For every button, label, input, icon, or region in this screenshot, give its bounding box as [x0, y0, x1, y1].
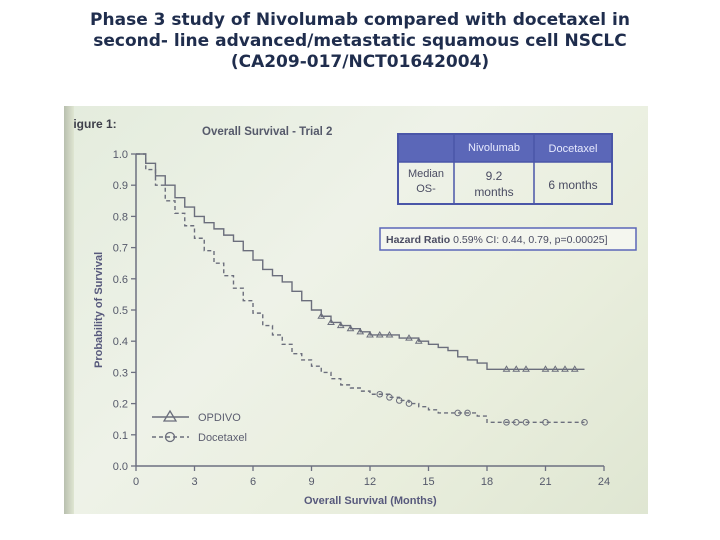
censor-mark-docetaxel [542, 419, 549, 426]
median-table-header-doce [534, 134, 612, 162]
censor-mark-opdivo [561, 365, 569, 372]
slide-photo: Figure 1: Overall Survival - Trial 2 0.0… [64, 106, 648, 514]
legend-opdivo-marker [162, 409, 178, 422]
x-tick-label: 24 [598, 476, 610, 488]
x-tick-label: 15 [422, 476, 434, 488]
y-tick-label: 0.7 [113, 243, 128, 255]
median-table: Nivolumab Docetaxel Median OS- 9.2 month… [397, 133, 613, 205]
x-axis-label: Overall Survival (Months) [304, 495, 437, 507]
y-tick-label: 0.5 [113, 305, 128, 317]
censor-mark-opdivo [356, 327, 365, 335]
x-tick-label: 6 [250, 476, 256, 488]
y-tick-label: 0.9 [113, 180, 128, 192]
figure-label: Figure 1: [66, 117, 117, 131]
slide-title-line-3: (CA209-017/NCT01642004) [230, 52, 490, 72]
median-nivolumab-value-1: 9.2 [486, 169, 503, 183]
series-opdivo-line [136, 153, 585, 370]
censor-mark-opdivo [522, 365, 530, 372]
median-table-frame [397, 133, 613, 205]
slide-title: Phase 3 study of Nivolumab compared with… [0, 10, 720, 73]
slide-title-line-2: second- line advanced/metastatic squamou… [93, 31, 627, 51]
km-chart: Figure 1: Overall Survival - Trial 2 0.0… [66, 117, 637, 507]
legend-opdivo-label: OPDIVO [198, 412, 241, 424]
x-tick-label: 21 [539, 476, 551, 488]
censor-mark-docetaxel [464, 409, 471, 417]
hazard-ratio-text: Hazard Ratio 0.59% CI: 0.44, 0.79, p=0.0… [386, 234, 608, 246]
censor-mark-opdivo [512, 365, 521, 372]
censor-mark-opdivo [366, 330, 374, 338]
censor-mark-docetaxel [512, 419, 520, 426]
censor-mark-docetaxel [405, 400, 413, 407]
x-tick-label: 9 [308, 476, 314, 488]
y-tick-label: 1.0 [113, 149, 128, 161]
hazard-ratio-value: 0.59% CI: 0.44, 0.79, p=0.00025] [453, 234, 607, 246]
censor-mark-opdivo [336, 321, 345, 329]
censor-mark-opdivo [375, 330, 384, 338]
median-table-header-nivolumab: Nivolumab [468, 142, 520, 154]
censor-mark-opdivo [570, 365, 579, 372]
median-row-label-2: OS- [416, 183, 436, 195]
x-tick-label: 12 [364, 476, 376, 488]
median-row-label-1: Median [408, 168, 444, 180]
median-table-header-docetaxel: Docetaxel [549, 143, 598, 155]
slide-title-line-1: Phase 3 study of Nivolumab compared with… [90, 10, 630, 30]
hazard-ratio-frame [379, 227, 637, 251]
y-tick-label: 0.2 [113, 399, 128, 411]
y-axis-label: Probability of Survival [93, 252, 105, 368]
legend: OPDIVO Docetaxel [152, 409, 247, 444]
censor-mark-opdivo [551, 365, 560, 372]
censor-mark-opdivo [327, 318, 335, 325]
y-ticks: 0.0 0.1 0.2 0.3 0.4 0.5 0.6 0.7 0.8 0.9 1.0 [113, 149, 136, 473]
x-ticks: 0 3 6 9 12 15 18 21 24 [133, 466, 610, 488]
median-nivolumab-value-2: months [474, 185, 513, 199]
censor-mark-docetaxel [581, 419, 588, 426]
censor-mark-opdivo [405, 334, 413, 341]
y-tick-label: 0.3 [113, 367, 128, 379]
censor-mark-opdivo [346, 324, 355, 332]
series-docetaxel-line [136, 153, 585, 424]
y-tick-label: 0.8 [113, 211, 128, 223]
hazard-ratio-box: Hazard Ratio 0.59% CI: 0.44, 0.79, p=0.0… [379, 227, 637, 251]
median-docetaxel-value: 6 months [548, 178, 597, 192]
y-tick-label: 0.6 [113, 274, 128, 286]
censor-mark-docetaxel [386, 394, 393, 401]
x-tick-label: 3 [191, 476, 197, 488]
chart-title: Overall Survival - Trial 2 [202, 126, 332, 138]
censor-mark-opdivo [317, 312, 326, 319]
median-table-header-blank [398, 134, 454, 162]
censor-mark-opdivo [541, 365, 550, 372]
hazard-ratio-label: Hazard Ratio [386, 234, 453, 246]
censor-mark-opdivo [414, 337, 423, 344]
x-tick-label: 0 [133, 476, 139, 488]
censor-mark-docetaxel [454, 409, 462, 417]
legend-docetaxel-marker [164, 431, 176, 443]
y-tick-label: 0.1 [113, 430, 128, 442]
censor-mark-docetaxel [395, 397, 403, 404]
censor-mark-docetaxel [376, 390, 384, 398]
y-tick-label: 0.4 [113, 336, 128, 348]
censor-mark-opdivo [385, 330, 394, 338]
censor-mark-docetaxel [522, 419, 530, 426]
legend-docetaxel-label: Docetaxel [198, 432, 247, 444]
censor-mark-docetaxel [503, 419, 510, 426]
median-table-header-nivo [454, 134, 534, 162]
x-tick-label: 18 [481, 476, 493, 488]
series-layer [136, 153, 588, 426]
y-tick-label: 0.0 [113, 461, 128, 473]
censor-mark-opdivo [502, 365, 511, 372]
